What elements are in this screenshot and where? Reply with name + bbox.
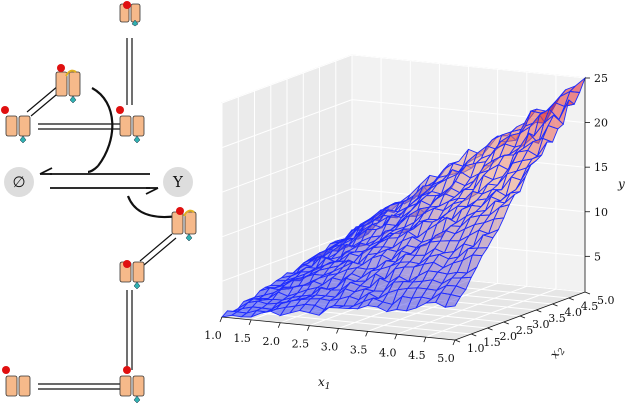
x-axis-label: x1	[318, 375, 331, 392]
x-tick-label: 4.0	[379, 346, 397, 359]
x-tick-label: 1.0	[204, 329, 222, 342]
x-tick-label: 2.5	[292, 338, 310, 351]
x-tick-label: 1.5	[233, 332, 251, 345]
x-tick-mark	[365, 331, 368, 337]
y-tick-label: 5.0	[597, 294, 615, 307]
y-tick-label: 3.5	[548, 312, 566, 325]
y-tick-label: 1.0	[467, 342, 485, 355]
y-tick-label: 1.5	[483, 336, 501, 349]
z-tick-label: 5	[594, 250, 601, 263]
x-tick-mark	[307, 325, 310, 331]
protein-upper-bound	[55, 64, 81, 104]
x-tick-mark	[336, 328, 339, 334]
protein-bottom-right	[119, 366, 145, 404]
surface-mesh	[220, 76, 587, 318]
protein-bottom-left	[2, 366, 31, 397]
x-tick-label: 2.0	[263, 335, 281, 348]
gridline	[221, 99, 586, 149]
y-tick-mark	[503, 321, 509, 325]
y-tick-label: 4.0	[565, 306, 583, 319]
x-tick-mark	[452, 339, 456, 346]
x-tick-mark	[277, 322, 281, 328]
gridline	[221, 54, 586, 104]
y-tick-mark	[487, 327, 493, 331]
empty-set-node: ∅	[4, 167, 34, 197]
y-tick-mark	[536, 309, 542, 313]
y-tick-mark	[519, 315, 526, 319]
protein-upper-left	[1, 106, 31, 144]
species-y-label: Y	[172, 173, 184, 191]
y-tick-mark	[584, 291, 591, 295]
y-tick-label: 4.5	[581, 300, 599, 313]
x-tick-label: 4.5	[408, 349, 426, 362]
z-tick-label: 15	[594, 161, 608, 174]
y-tick-mark	[568, 297, 574, 301]
z-axis-label: y	[617, 177, 625, 191]
upper-curved-arrow	[91, 87, 114, 167]
x-tick-label: 3.5	[350, 343, 368, 356]
protein-top	[119, 1, 141, 27]
x-tick-label: 5.0	[437, 352, 455, 365]
species-y-node: Y	[163, 167, 193, 197]
x-tick-label: 3.0	[321, 341, 339, 354]
protein-upper-right	[116, 106, 145, 144]
y-axis-ticks: 1.01.52.02.53.03.54.04.55.0	[454, 291, 615, 355]
lower-curved-arrow	[126, 195, 179, 219]
protein-lower-bound	[171, 207, 197, 242]
y-tick-label: 2.0	[500, 330, 518, 343]
y-tick-mark	[454, 339, 461, 343]
x-axis-ticks: 1.0 1.5 2.0 2.5 3.0 3.5 4.0 4.5 5.0	[204, 316, 456, 365]
x-tick-mark	[423, 336, 427, 343]
surface-cell	[444, 293, 462, 308]
reaction-diagram: ∅ Y	[1, 1, 197, 404]
y-tick-mark	[552, 303, 558, 307]
surface-plot: 1.0 1.5 2.0 2.5 3.0 3.5 4.0 4.5 5.0 1.01.52.02.5…	[204, 54, 625, 392]
upper-curved-arrow-tail	[87, 165, 99, 174]
x-tick-mark	[394, 334, 398, 340]
protein-lower-middle	[119, 260, 145, 290]
x-tick-mark	[219, 316, 223, 323]
z-tick-label: 20	[594, 117, 608, 130]
z-tick-label: 10	[594, 206, 608, 219]
z-tick-label: 25	[594, 72, 608, 85]
y-tick-mark	[471, 333, 477, 337]
y-axis-label: x2	[547, 342, 568, 362]
y-tick-label: 3.0	[532, 318, 550, 331]
x-tick-mark	[248, 319, 252, 326]
empty-set-label: ∅	[12, 173, 25, 191]
connector-lines	[26, 38, 177, 390]
z-axis-ticks: 5 10 15 20 25	[585, 72, 608, 263]
reaction-arrows	[39, 167, 159, 195]
y-tick-label: 2.5	[516, 324, 534, 337]
